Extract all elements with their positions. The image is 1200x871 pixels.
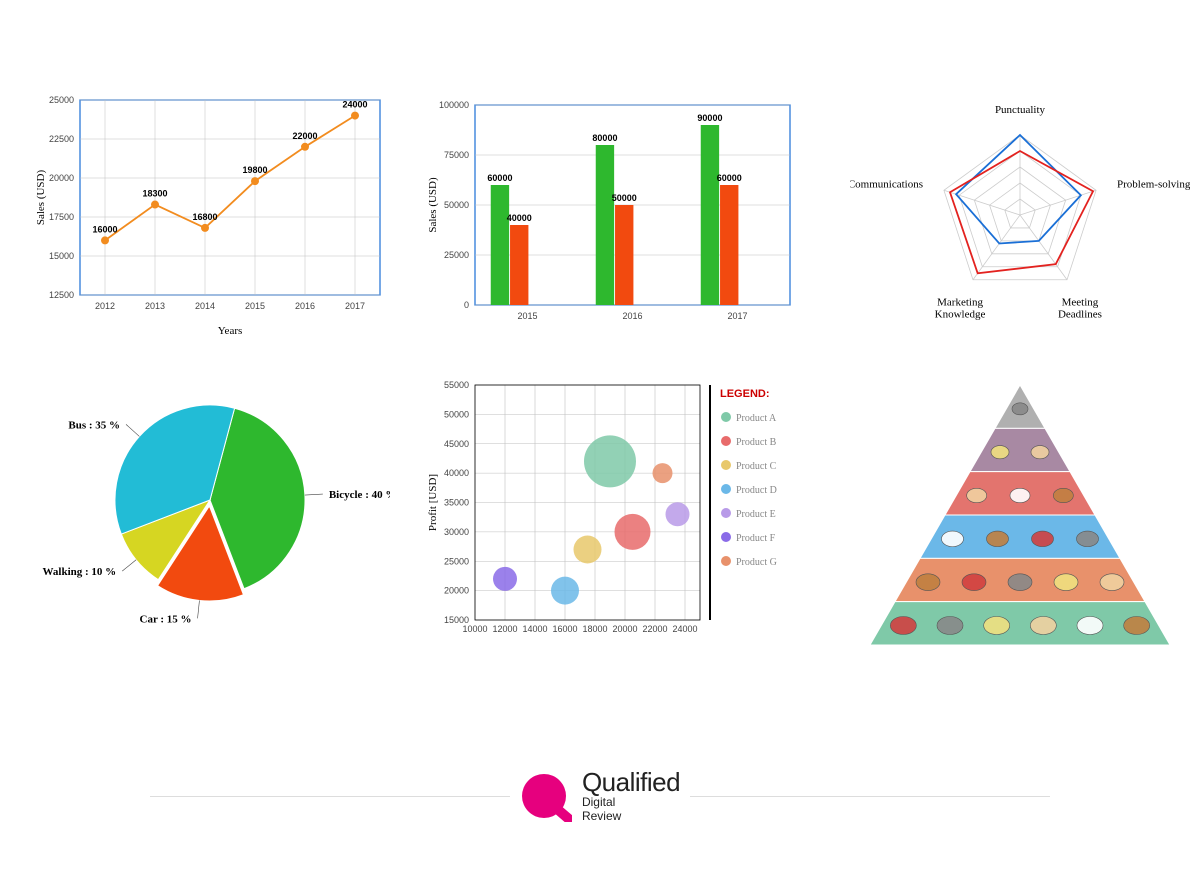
footer-text: Qualified Digital Review	[582, 769, 680, 824]
svg-text:40000: 40000	[444, 468, 469, 478]
svg-text:2014: 2014	[195, 301, 215, 311]
svg-text:2012: 2012	[95, 301, 115, 311]
svg-text:20000: 20000	[49, 173, 74, 183]
logo-icon	[520, 770, 572, 822]
svg-text:55000: 55000	[444, 380, 469, 390]
bar-chart-panel: 0 25000 50000 75000 100000 60000 40000 2015 8000…	[420, 90, 820, 350]
bar-chart: 0 25000 50000 75000 100000 60000 40000 2015 8000…	[420, 90, 800, 340]
svg-text:40000: 40000	[507, 213, 532, 223]
svg-text:Deadlines: Deadlines	[1058, 309, 1102, 321]
svg-text:50000: 50000	[612, 193, 637, 203]
svg-text:2017: 2017	[727, 311, 747, 321]
svg-text:50000: 50000	[444, 200, 469, 210]
svg-text:2016: 2016	[622, 311, 642, 321]
svg-text:Bicycle : 40 %: Bicycle : 40 %	[329, 489, 390, 501]
bubble-chart: 1500020000250003000035000400004500050000…	[420, 370, 820, 650]
svg-text:25000: 25000	[444, 556, 469, 566]
svg-text:18000: 18000	[582, 624, 607, 634]
svg-text:45000: 45000	[444, 439, 469, 449]
svg-text:2016: 2016	[295, 301, 315, 311]
svg-text:100000: 100000	[439, 100, 469, 110]
svg-text:2013: 2013	[145, 301, 165, 311]
svg-text:17500: 17500	[49, 212, 74, 222]
svg-text:35000: 35000	[444, 498, 469, 508]
svg-text:0: 0	[464, 300, 469, 310]
radar-chart-panel: Punctuality Problem-solving MeetingDeadlin…	[850, 90, 1190, 350]
svg-text:15000: 15000	[49, 251, 74, 261]
svg-text:Knowledge: Knowledge	[935, 309, 986, 321]
footer-divider-left	[150, 796, 510, 797]
svg-text:Product G: Product G	[736, 557, 777, 568]
svg-text:Problem-solving: Problem-solving	[1117, 178, 1190, 190]
svg-text:Punctuality: Punctuality	[995, 104, 1046, 116]
svg-text:50000: 50000	[444, 409, 469, 419]
svg-text:12000: 12000	[492, 624, 517, 634]
pie-chart: Bicycle : 40 % Car : 15 % Walking : 10 % Bu…	[30, 370, 390, 650]
svg-text:22500: 22500	[49, 134, 74, 144]
svg-text:2017: 2017	[345, 301, 365, 311]
svg-text:80000: 80000	[592, 133, 617, 143]
radar-chart: Punctuality Problem-solving MeetingDeadlin…	[850, 90, 1190, 350]
svg-text:Product A: Product A	[736, 413, 777, 424]
svg-text:2015: 2015	[245, 301, 265, 311]
svg-text:Communications: Communications	[850, 178, 923, 190]
line-chart-panel: 12500 15000 17500 20000 22500 25000 2012 2013 20…	[30, 90, 390, 350]
svg-text:20000: 20000	[612, 624, 637, 634]
svg-text:Years: Years	[218, 325, 243, 337]
svg-text:75000: 75000	[444, 150, 469, 160]
svg-text:60000: 60000	[717, 173, 742, 183]
svg-text:16800: 16800	[192, 212, 217, 222]
pie-chart-panel: Bicycle : 40 % Car : 15 % Walking : 10 % Bu…	[30, 370, 390, 670]
line-chart: 12500 15000 17500 20000 22500 25000 2012 2013 20…	[30, 90, 390, 340]
footer-title: Qualified	[582, 769, 680, 795]
svg-text:16000: 16000	[552, 624, 577, 634]
svg-text:Product F: Product F	[736, 533, 776, 544]
svg-text:Car : 15 %: Car : 15 %	[140, 613, 192, 625]
svg-text:LEGEND:: LEGEND:	[720, 388, 770, 400]
svg-text:12500: 12500	[49, 290, 74, 300]
svg-text:22000: 22000	[292, 131, 317, 141]
svg-text:Bus : 35 %: Bus : 35 %	[68, 419, 120, 431]
svg-text:Walking : 10 %: Walking : 10 %	[43, 566, 117, 578]
svg-text:20000: 20000	[444, 586, 469, 596]
svg-text:19800: 19800	[242, 165, 267, 175]
svg-text:24000: 24000	[672, 624, 697, 634]
svg-text:Profit [USD]: Profit [USD]	[427, 474, 439, 531]
footer-divider-right	[690, 796, 1050, 797]
pyramid-panel	[850, 370, 1190, 670]
footer-sub2: Review	[582, 809, 680, 823]
svg-text:Sales (USD): Sales (USD)	[427, 177, 439, 233]
footer: Qualified Digital Review	[0, 761, 1200, 831]
svg-text:Meeting: Meeting	[1062, 297, 1099, 309]
svg-text:Product E: Product E	[736, 509, 776, 520]
svg-text:Product D: Product D	[736, 485, 777, 496]
chart-grid: 12500 15000 17500 20000 22500 25000 2012 2013 20…	[0, 0, 1200, 690]
food-pyramid	[850, 370, 1190, 660]
bubble-chart-panel: 1500020000250003000035000400004500050000…	[420, 370, 820, 670]
svg-text:Product B: Product B	[736, 437, 777, 448]
svg-text:90000: 90000	[697, 113, 722, 123]
svg-text:10000: 10000	[462, 624, 487, 634]
svg-text:60000: 60000	[487, 173, 512, 183]
svg-text:18300: 18300	[142, 189, 167, 199]
logo-tail	[556, 808, 570, 820]
footer-sub1: Digital	[582, 795, 680, 809]
svg-text:Product C: Product C	[736, 461, 777, 472]
svg-text:14000: 14000	[522, 624, 547, 634]
svg-text:22000: 22000	[642, 624, 667, 634]
svg-text:30000: 30000	[444, 527, 469, 537]
svg-text:25000: 25000	[444, 250, 469, 260]
svg-text:Sales (USD): Sales (USD)	[35, 170, 47, 226]
svg-text:24000: 24000	[342, 100, 367, 110]
svg-text:16000: 16000	[92, 224, 117, 234]
svg-text:Marketing: Marketing	[937, 297, 983, 309]
svg-text:25000: 25000	[49, 95, 74, 105]
svg-text:2015: 2015	[517, 311, 537, 321]
